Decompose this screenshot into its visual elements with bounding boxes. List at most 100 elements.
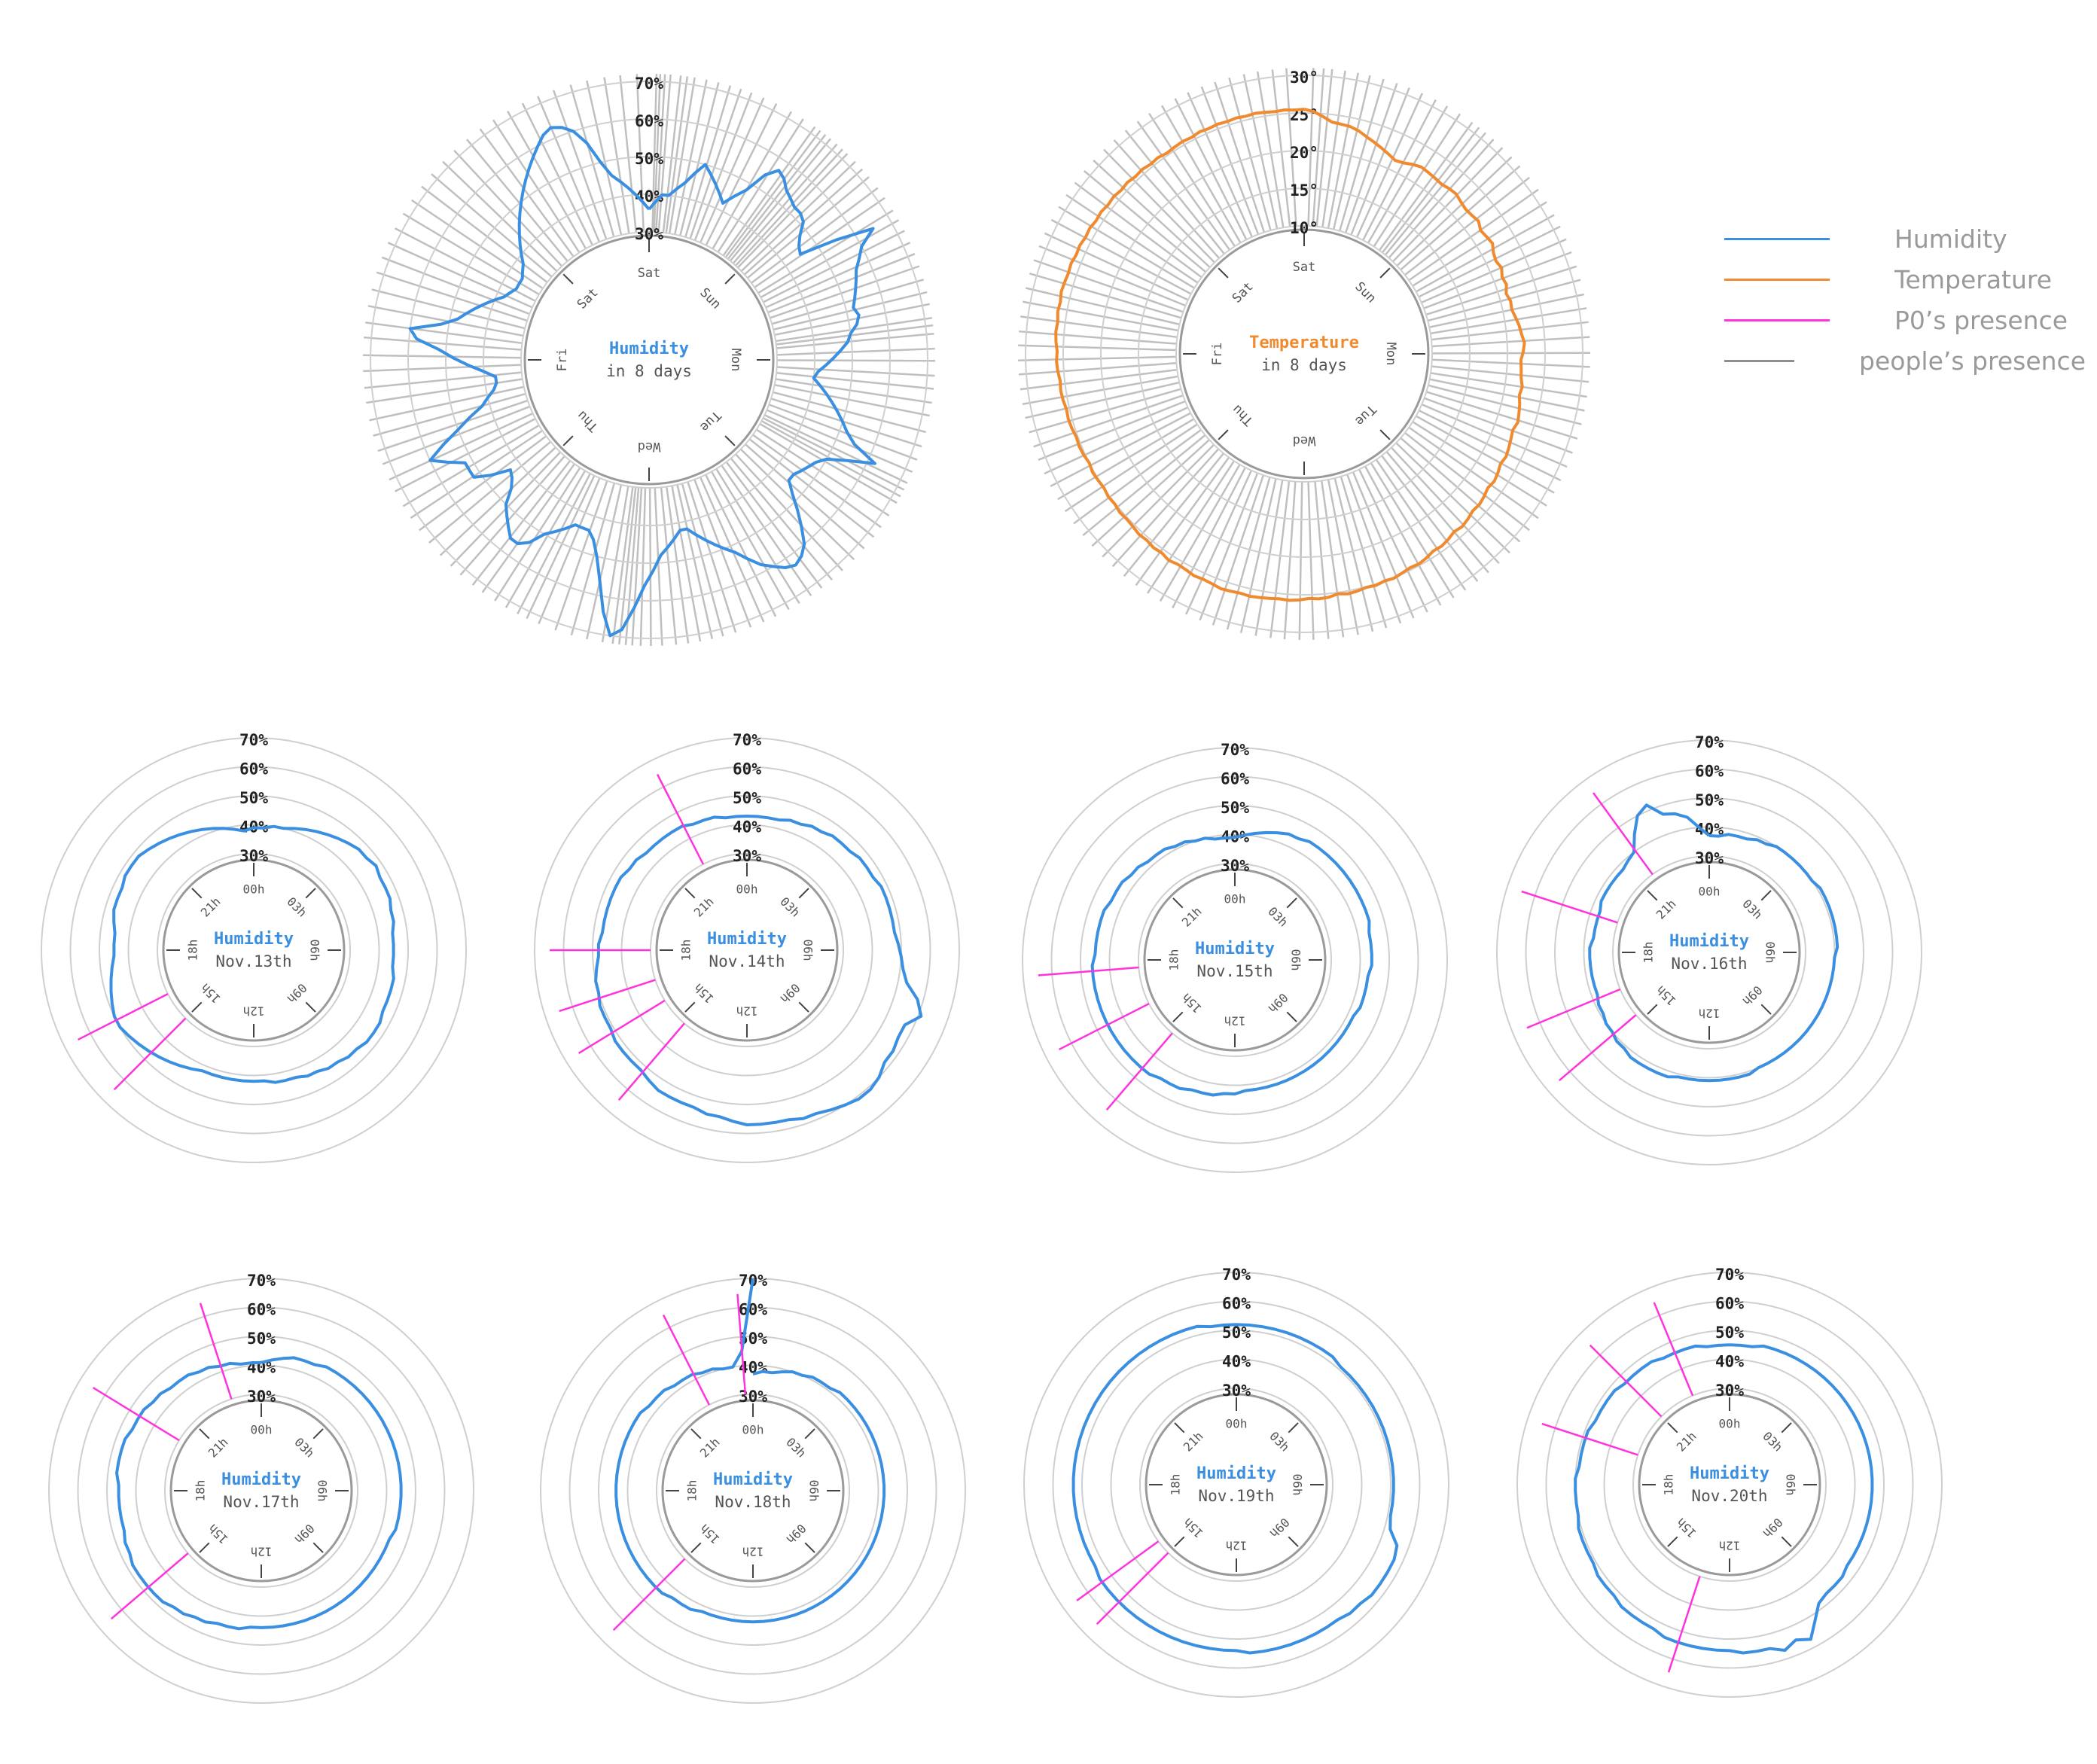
people-presence-line [421, 185, 548, 283]
angular-tick [804, 1428, 815, 1440]
angular-label: 18h [186, 940, 200, 961]
people-presence-line [1424, 397, 1573, 454]
people-presence-line [766, 409, 913, 474]
grid-ring [1052, 1300, 1421, 1669]
chart-subtitle: Nov.16th [1671, 955, 1747, 973]
angular-label: 06h [801, 940, 815, 961]
angular-label: 06h [1784, 1474, 1798, 1496]
radial-tick-label: 70% [1695, 733, 1724, 751]
legend-label-p0-presence: P0’s presence [1894, 305, 2068, 335]
radial-tick-label: 10° [1290, 219, 1318, 237]
angular-label: Mon [1383, 343, 1398, 366]
people-presence-line [381, 256, 530, 315]
angular-label: 12h [742, 1545, 764, 1559]
people-presence-line [648, 487, 652, 647]
p0-presence-line [1592, 792, 1654, 876]
people-presence-line [1312, 68, 1325, 227]
legend-swatch-temperature [1724, 278, 1830, 281]
grid-ring [1175, 225, 1433, 483]
people-presence-line [389, 413, 534, 481]
people-presence-line [759, 422, 898, 504]
people-presence-line [1425, 265, 1577, 316]
people-presence-line [774, 303, 930, 337]
people-presence-line [748, 438, 875, 538]
angular-label: 12h [1699, 1007, 1721, 1021]
grid-ring [1525, 768, 1894, 1137]
people-presence-line [1364, 465, 1442, 606]
people-presence-line [662, 75, 682, 233]
legend-item-humidity: Humidity [1724, 218, 2086, 259]
grid-ring [1138, 187, 1471, 520]
p0-presence-line [1526, 988, 1621, 1029]
p0-presence-line [1667, 1576, 1701, 1673]
people-presence-line [1352, 471, 1415, 619]
angular-label: Sat [638, 266, 661, 281]
grid-ring [1110, 1358, 1363, 1611]
people-presence-line [757, 209, 894, 294]
people-presence-line [1020, 315, 1178, 339]
radial-tick-label: 70% [1715, 1266, 1744, 1284]
grid-ring [1632, 1388, 1827, 1582]
p0-presence-line [1653, 1302, 1694, 1397]
people-presence-line [1429, 293, 1584, 328]
angular-tick [684, 1001, 696, 1013]
people-presence-line [1135, 456, 1230, 586]
radial-tick-label: 70% [247, 1272, 276, 1290]
inner-circle [1178, 228, 1430, 480]
angular-label: 18h [679, 940, 693, 961]
angular-label: 00h [736, 882, 758, 897]
people-presence-line [1344, 83, 1398, 233]
angular-label: 06h [1291, 1474, 1305, 1496]
angular-label: 00h [1226, 1417, 1248, 1431]
angular-tick [1172, 897, 1184, 909]
people-presence-line [751, 187, 879, 284]
angular-label: Sat [1293, 260, 1316, 275]
people-presence-line [721, 465, 812, 596]
grid-ring [1108, 833, 1361, 1086]
angular-label: Wed [638, 439, 661, 454]
angular-tick [562, 273, 574, 285]
grid-ring [445, 156, 853, 564]
legend-item-p0-presence: P0’s presence [1724, 300, 2086, 340]
radial-tick-label: 60% [247, 1301, 276, 1319]
radial-tick-label: 60% [739, 1301, 767, 1319]
angular-label: 12h [1226, 1539, 1248, 1553]
grid-ring [1496, 739, 1922, 1165]
radial-tick-label: 30% [733, 847, 761, 865]
angular-label: 00h [742, 1423, 764, 1437]
people-presence-line [1033, 259, 1184, 313]
people-presence-line [1429, 378, 1585, 412]
people-presence-line [681, 483, 724, 637]
chart-subtitle: Nov.15th [1196, 962, 1273, 980]
people-presence-line [1395, 442, 1510, 554]
people-presence-line [1412, 201, 1547, 287]
people-presence-line [611, 486, 634, 644]
people-presence-line [492, 119, 581, 254]
grid-ring [1545, 1300, 1914, 1669]
p0-presence-line [1096, 1552, 1169, 1625]
people-presence-line [1400, 437, 1521, 543]
people-presence-line [724, 129, 821, 258]
angular-tick [1172, 1011, 1184, 1022]
people-presence-line [537, 96, 601, 242]
people-presence-line [729, 138, 832, 262]
people-presence-line [1228, 77, 1272, 231]
people-presence-line [1370, 462, 1455, 599]
people-presence-line [1020, 368, 1178, 391]
angular-tick [724, 273, 736, 285]
series-line [1090, 830, 1373, 1097]
people-presence-line [376, 271, 528, 322]
people-presence-line [1430, 307, 1587, 335]
people-presence-line [1172, 467, 1246, 609]
people-presence-line [687, 481, 737, 633]
people-presence-line [1390, 446, 1500, 565]
radial-tick-label: 30% [239, 847, 268, 865]
inner-circle [1638, 1393, 1821, 1577]
inner-circle [661, 1399, 845, 1583]
angular-tick [1760, 1004, 1772, 1015]
angular-label: 00h [1224, 892, 1246, 906]
people-presence-line [1029, 273, 1182, 319]
people-presence-line [371, 288, 526, 330]
grid-ring [77, 1306, 446, 1675]
